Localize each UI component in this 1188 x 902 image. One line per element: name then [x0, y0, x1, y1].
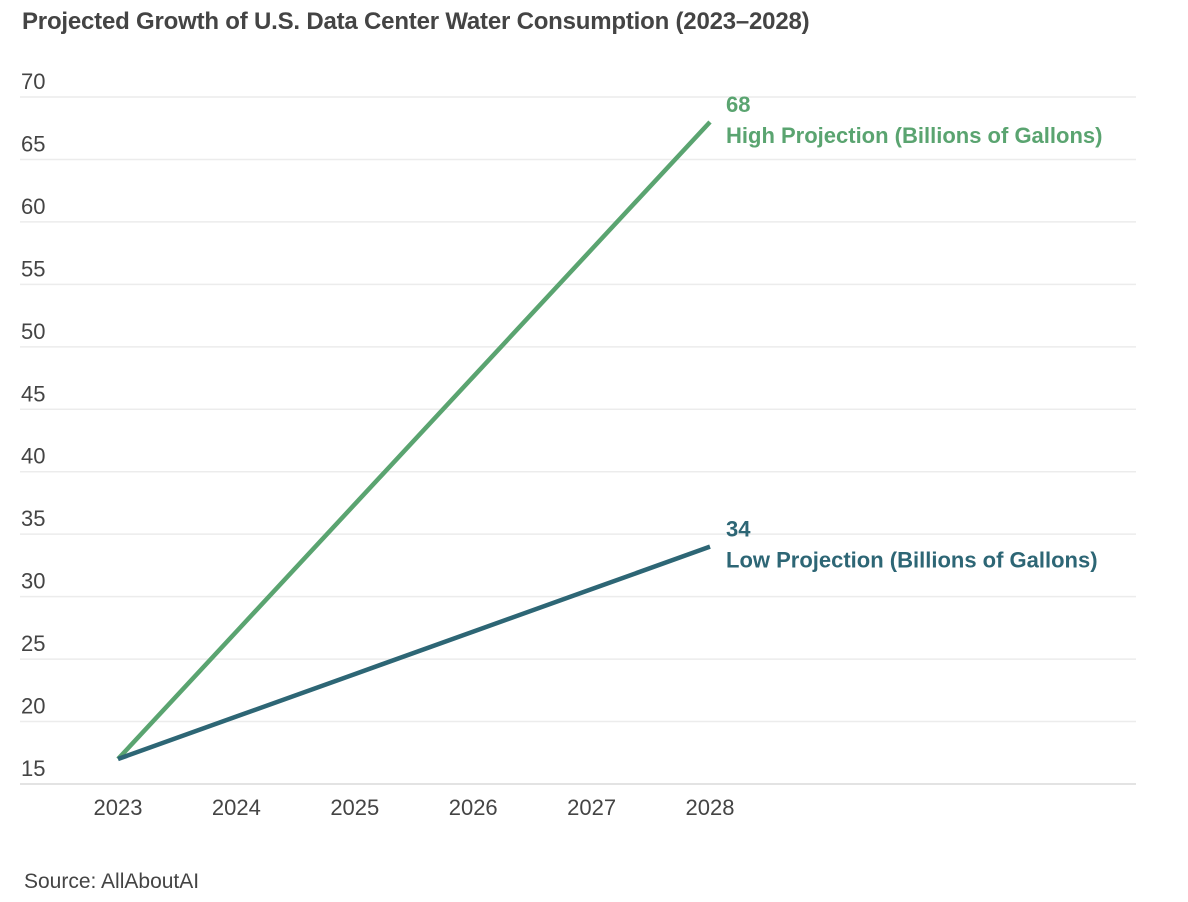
series-line-high: [116, 120, 712, 761]
x-tick-label: 2023: [94, 795, 143, 820]
chart-title: Projected Growth of U.S. Data Center Wat…: [22, 8, 810, 35]
x-tick-label: 2024: [212, 795, 261, 820]
y-tick-label: 40: [21, 444, 45, 469]
x-tick-label: 2027: [567, 795, 616, 820]
source-note: Source: AllAboutAI: [24, 870, 200, 893]
y-tick-label: 25: [21, 631, 45, 656]
y-tick-label: 60: [21, 194, 45, 219]
y-tick-label: 50: [21, 319, 45, 344]
x-tick-label: 2026: [449, 795, 498, 820]
y-tick-label: 55: [21, 256, 45, 281]
y-tick-label: 70: [21, 69, 45, 94]
y-tick-label: 45: [21, 381, 45, 406]
series-name-label: High Projection (Billions of Gallons): [726, 123, 1102, 148]
y-tick-label: 15: [21, 756, 45, 781]
series-end-value: 34: [726, 517, 751, 542]
series-name-label: Low Projection (Billions of Gallons): [726, 548, 1098, 573]
series-line-low: [117, 544, 711, 762]
y-tick-label: 30: [21, 569, 45, 594]
series-end-value: 68: [726, 92, 750, 117]
x-axis-ticks: 2023 2024 2025 2026 2027 2028: [94, 795, 735, 820]
series-end-labels: 68 High Projection (Billions of Gallons) 3…: [726, 92, 1102, 573]
x-tick-label: 2028: [686, 795, 735, 820]
x-tick-label: 2025: [330, 795, 379, 820]
y-axis-ticks: 15 20 25 30 35 40 45 50 55 60 65 70: [21, 69, 45, 781]
y-tick-label: 65: [21, 131, 45, 156]
gridlines: [20, 96, 1136, 785]
series-lines: [116, 120, 712, 762]
y-tick-label: 35: [21, 506, 45, 531]
y-tick-label: 20: [21, 694, 45, 719]
